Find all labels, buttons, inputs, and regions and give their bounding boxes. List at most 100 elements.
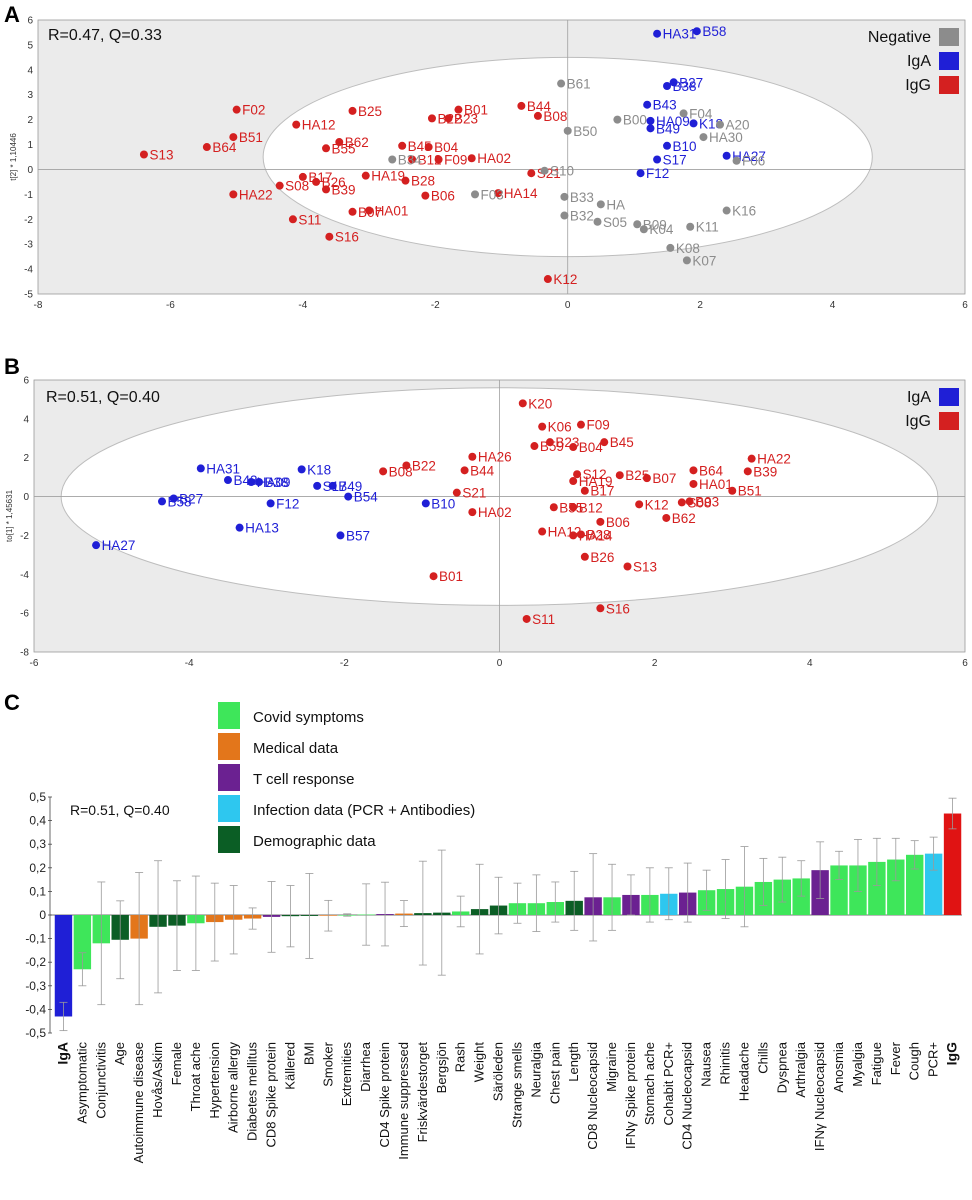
category-label: Friskvärdestorget — [415, 1042, 430, 1143]
data-point — [254, 478, 263, 486]
data-point — [569, 531, 578, 540]
point-label: HA12 — [302, 118, 336, 133]
y-tick-label: -0,3 — [25, 979, 46, 993]
point-label: B09 — [643, 217, 667, 232]
point-label: B64 — [699, 463, 724, 478]
y-tick-label: 2 — [27, 115, 33, 126]
point-label: HA02 — [478, 505, 512, 520]
category-label: Dyspnea — [774, 1041, 789, 1093]
point-label: B51 — [239, 130, 263, 145]
point-label: F09 — [586, 418, 609, 433]
x-tick-label: 6 — [962, 658, 968, 669]
point-label: HA — [606, 197, 625, 212]
data-point — [580, 486, 589, 495]
data-point — [139, 150, 148, 159]
data-point — [639, 225, 648, 234]
legend-swatch — [939, 52, 959, 70]
data-point — [348, 207, 357, 216]
point-label: B27 — [179, 492, 203, 507]
data-point — [467, 154, 476, 163]
data-point — [229, 133, 238, 142]
data-point — [322, 144, 331, 153]
data-point — [615, 471, 624, 480]
point-label: S11 — [298, 212, 321, 227]
x-tick-label: -4 — [298, 300, 307, 311]
point-label: S17 — [323, 479, 347, 494]
category-label: BMI — [301, 1042, 316, 1065]
category-label: Airborne allergy — [226, 1042, 241, 1134]
category-label: IFNγ Spike protein — [623, 1042, 638, 1149]
data-point — [421, 499, 430, 508]
point-label: HA14 — [579, 528, 613, 543]
data-point — [196, 464, 205, 473]
category-label: Säröleden — [491, 1042, 506, 1101]
data-point — [401, 176, 410, 185]
bar — [868, 861, 886, 915]
data-point — [530, 442, 539, 451]
data-point — [92, 541, 101, 550]
point-label: K08 — [676, 241, 700, 256]
category-label: Arthralgia — [793, 1041, 808, 1097]
data-point — [454, 105, 463, 114]
point-label: S13 — [149, 148, 173, 163]
category-label: Female — [169, 1042, 184, 1085]
data-point — [444, 114, 453, 123]
data-point — [158, 497, 167, 506]
data-point — [728, 486, 737, 495]
y-tick-label: 0,5 — [29, 790, 46, 804]
legend-label: Infection data (PCR + Antibodies) — [253, 802, 475, 819]
point-label: K18 — [307, 462, 331, 477]
data-point — [653, 155, 662, 164]
point-label: B51 — [738, 484, 762, 499]
data-point — [623, 562, 632, 571]
point-label: K16 — [732, 204, 756, 219]
data-point — [471, 190, 480, 199]
data-point — [643, 100, 652, 109]
data-point — [545, 438, 554, 447]
legend-label: IgA — [907, 53, 931, 70]
data-point — [335, 138, 344, 147]
data-point — [235, 523, 244, 532]
legend-swatch — [939, 412, 959, 430]
legend-label: T cell response — [253, 771, 354, 788]
point-label: B07 — [652, 471, 676, 486]
point-label: S13 — [633, 560, 657, 575]
bar — [887, 859, 905, 915]
data-point — [653, 29, 662, 38]
y-tick-label: 6 — [27, 16, 33, 27]
category-label: Bergsjön — [434, 1042, 449, 1093]
category-label: Chills — [755, 1042, 770, 1074]
point-label: F06 — [742, 154, 765, 169]
data-point — [434, 155, 443, 164]
data-point — [421, 191, 430, 200]
data-point — [202, 143, 211, 152]
category-label: Asymptomatic — [74, 1042, 89, 1124]
x-tick-label: 0 — [497, 658, 503, 669]
point-label: B45 — [408, 139, 432, 154]
point-label: B44 — [527, 99, 552, 114]
point-label: B62 — [672, 511, 696, 526]
point-label: HA31 — [663, 27, 697, 42]
data-point — [313, 481, 322, 490]
bar — [830, 865, 848, 915]
point-label: HA22 — [757, 452, 791, 467]
x-tick-label: 0 — [565, 300, 571, 311]
data-point — [689, 466, 698, 475]
category-label: Length — [566, 1042, 581, 1082]
data-point — [312, 177, 321, 186]
point-label: S21 — [462, 486, 486, 501]
data-point — [517, 101, 526, 110]
data-point — [275, 181, 284, 190]
point-label: HA27 — [102, 538, 136, 553]
point-label: B38 — [264, 475, 288, 490]
point-label: B64 — [212, 140, 237, 155]
category-label: Rash — [453, 1042, 468, 1072]
data-point — [689, 119, 698, 128]
point-label: S17 — [663, 152, 687, 167]
data-point — [677, 498, 686, 507]
point-label: F04 — [689, 106, 713, 121]
panel-c-stats: R=0.51, Q=0.40 — [70, 802, 170, 818]
data-point — [722, 151, 731, 160]
